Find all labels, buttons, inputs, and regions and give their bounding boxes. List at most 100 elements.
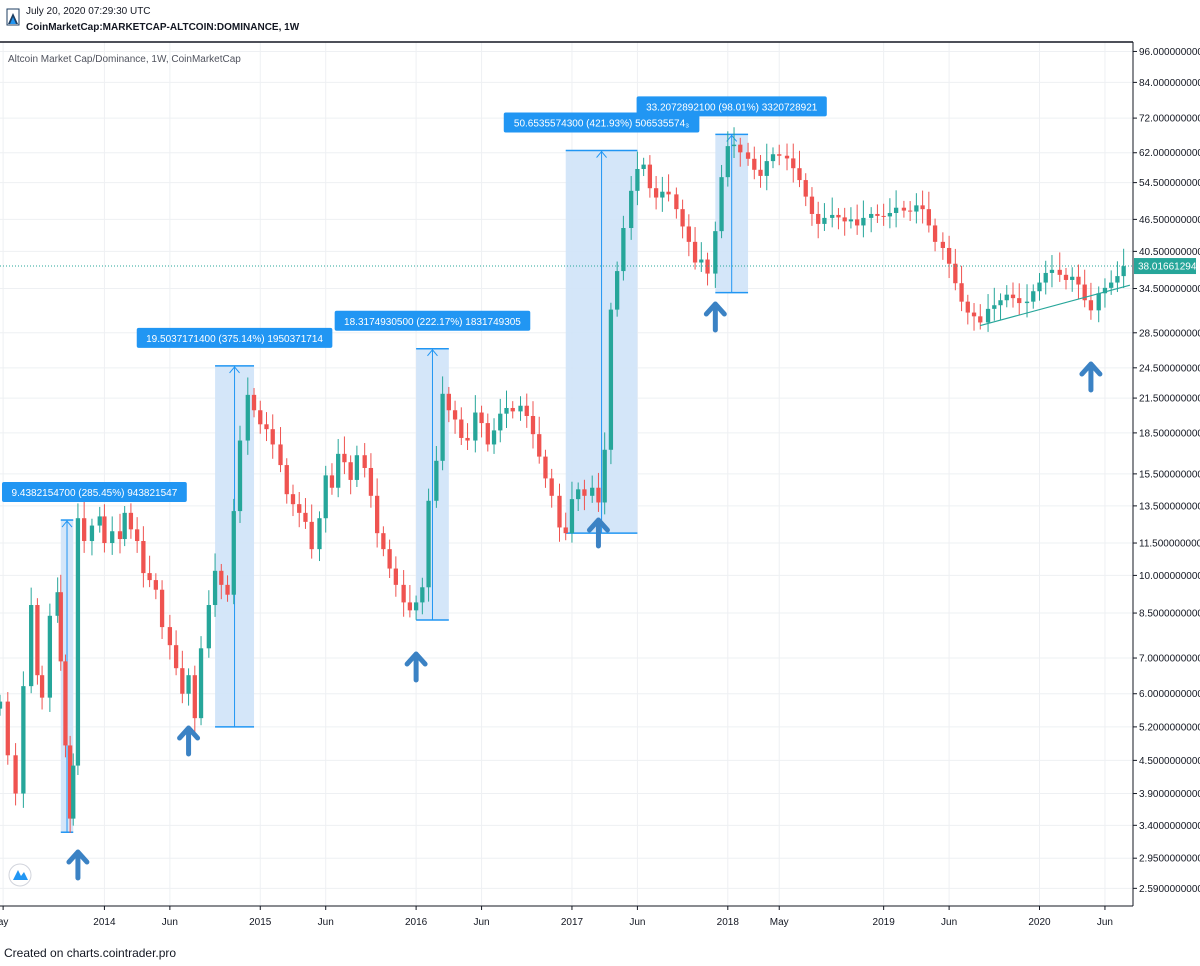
candle-body xyxy=(102,516,107,544)
y-tick-label: 62.0000000000 xyxy=(1139,148,1200,159)
time-axis[interactable]: ay 2014 Jun 2015 Jun 2016 Jun 2017 Jun 2018 May 201… xyxy=(0,906,1113,928)
candle-body xyxy=(590,487,595,496)
candle-body xyxy=(446,393,451,411)
y-tick-label: 34.5000000000 xyxy=(1139,284,1200,295)
measurement-arrowhead xyxy=(596,150,607,158)
candle-body xyxy=(465,437,470,441)
candle-body xyxy=(387,549,392,569)
symbol-title: CoinMarketCap:MARKETCAP-ALTCOIN:DOMINANC… xyxy=(26,22,300,33)
candle-body xyxy=(758,169,763,176)
candle-body xyxy=(82,518,87,542)
candle-body xyxy=(582,489,587,496)
last-price-label: 38.0166129400 xyxy=(1138,262,1200,273)
candle-body xyxy=(21,686,26,794)
y-tick-label: 21.5000000000 xyxy=(1139,394,1200,405)
candle-body xyxy=(117,531,123,540)
candle-body xyxy=(336,453,341,488)
candles xyxy=(0,127,1126,833)
y-tick-label: 13.5000000000 xyxy=(1139,501,1200,512)
y-tick-label: 84.0000000000 xyxy=(1139,78,1200,89)
x-tick-label: 2018 xyxy=(717,917,740,928)
candle-body xyxy=(89,525,95,542)
candle-body xyxy=(510,407,515,412)
candle-body xyxy=(1096,293,1101,311)
candle-body xyxy=(621,228,626,272)
candle-body xyxy=(692,241,698,263)
measurement-label-bg xyxy=(636,96,827,117)
candle-body xyxy=(965,301,970,313)
candle-body xyxy=(206,605,211,649)
candle-body xyxy=(245,394,250,441)
y-tick-label: 3.4000000000 xyxy=(1139,821,1200,832)
up-arrow-icon xyxy=(177,725,201,757)
candle-body xyxy=(97,516,102,526)
candle-body xyxy=(725,146,730,178)
candle-body xyxy=(212,570,218,606)
y-tick-label: 40.5000000000 xyxy=(1139,247,1200,258)
y-tick-label: 24.5000000000 xyxy=(1139,363,1200,374)
measurement-arrowhead xyxy=(61,520,73,528)
candle-body xyxy=(153,580,158,590)
candle-body xyxy=(135,529,140,542)
candle-body xyxy=(992,305,997,309)
candle-body xyxy=(180,668,185,694)
y-tick-label: 2.5900000000 xyxy=(1139,884,1200,895)
candle-body xyxy=(1024,301,1030,304)
candle-body xyxy=(953,263,958,284)
y-tick-label: 54.5000000000 xyxy=(1139,178,1200,189)
candle-body xyxy=(881,215,886,217)
candle-body xyxy=(303,512,308,522)
candle-body xyxy=(848,219,854,222)
candle-body xyxy=(563,527,568,534)
y-tick-label: 96.0000000000 xyxy=(1139,47,1200,58)
candle-body xyxy=(231,511,236,595)
measurement-label: 18.3174930500 (222.17%) 1831749305 xyxy=(344,317,521,328)
measurement-label-bg xyxy=(503,112,700,133)
x-tick-label: Jun xyxy=(629,917,645,928)
chart-header: July 20, 2020 07:29:30 UTC CoinMarketCap… xyxy=(0,0,1200,40)
x-tick-label: 2014 xyxy=(93,917,116,928)
candle-body xyxy=(791,158,796,169)
y-tick-label: 8.5000000000 xyxy=(1139,609,1200,620)
candle-body xyxy=(666,191,671,195)
chart-area[interactable]: 9.4382154700 (285.45%) 943821547 19.50371… xyxy=(0,40,1200,940)
candle-body xyxy=(608,309,614,450)
candle-body xyxy=(290,494,296,505)
candle-body xyxy=(192,675,197,719)
candle-body xyxy=(1043,272,1048,283)
candle-body xyxy=(920,205,925,210)
candle-body xyxy=(1010,294,1016,299)
candle-body xyxy=(615,271,620,310)
price-axis[interactable]: 96.0000000000 84.0000000000 72.0000000000 6… xyxy=(1133,47,1200,895)
candle-body xyxy=(71,765,76,819)
candle-body xyxy=(855,219,860,226)
tradingview-watermark-icon xyxy=(8,863,32,887)
candle-body xyxy=(167,627,173,646)
candle-body xyxy=(524,405,529,416)
candle-body xyxy=(407,602,413,611)
candle-body xyxy=(309,521,314,550)
candle-body xyxy=(420,587,425,603)
snapshot-date: July 20, 2020 07:29:30 UTC xyxy=(26,6,151,17)
measurement-label: 9.4382154700 (285.45%) 943821547 xyxy=(12,488,178,499)
candle-body xyxy=(518,405,523,412)
trendline xyxy=(980,284,1131,327)
measurement-label: 19.5037171400 (375.14%) 1950371714 xyxy=(146,334,323,345)
up-arrow-icon xyxy=(66,849,90,881)
candle-body xyxy=(67,745,73,819)
candle-body xyxy=(971,312,977,317)
candle-body xyxy=(297,504,302,513)
candle-body xyxy=(29,605,34,687)
candle-body xyxy=(375,495,380,534)
y-tick-label: 15.5000000000 xyxy=(1139,469,1200,480)
candle-body xyxy=(1017,298,1022,304)
candle-body xyxy=(705,259,710,274)
candle-body xyxy=(434,460,439,501)
candle-body xyxy=(1031,291,1036,302)
candle-body xyxy=(225,584,230,595)
candle-body xyxy=(752,158,757,170)
candle-body xyxy=(491,430,497,445)
candle-body xyxy=(35,605,40,676)
candle-body xyxy=(602,449,607,503)
candle-body xyxy=(731,144,737,147)
